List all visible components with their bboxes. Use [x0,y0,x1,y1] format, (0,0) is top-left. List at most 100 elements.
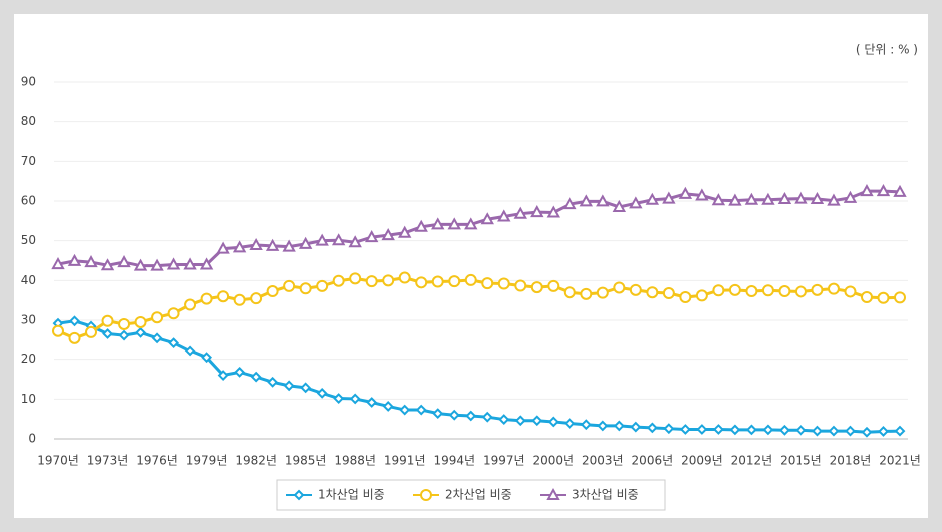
marker [67,253,82,266]
marker [563,197,577,210]
marker [414,219,428,232]
marker [431,217,445,230]
marker [464,217,478,230]
marker [878,426,889,437]
marker [480,212,494,225]
marker [812,425,823,437]
marker [183,257,197,270]
marker [168,337,179,349]
x-tick-label: 2015년 [780,454,822,468]
marker [630,421,642,433]
x-tick-label: 2003년 [582,454,624,468]
marker [843,190,858,203]
marker [151,311,164,324]
marker [300,382,312,394]
marker [712,284,725,297]
marker [250,371,262,383]
marker [184,298,197,311]
marker [249,237,263,251]
marker [498,414,510,425]
marker [266,285,279,298]
marker [876,184,891,197]
marker [101,314,114,327]
x-tick-label: 2021년 [879,454,921,468]
marker [481,411,493,423]
marker [696,424,708,435]
marker [398,225,412,238]
marker [102,328,113,339]
chart: ( 단위 : % ) 0 10 20 30 40 50 60 70 80 90 1970년 1973년… [21,43,921,511]
marker [382,274,395,287]
marker [381,228,395,241]
marker [695,188,709,201]
marker [200,292,213,305]
marker [646,422,658,434]
marker [662,191,676,204]
marker [778,285,791,298]
marker [827,193,841,206]
marker [364,230,379,243]
marker [283,279,296,292]
marker [845,425,856,437]
legend-label: 1차산업 비중 [318,488,385,502]
marker [167,307,180,320]
marker [465,410,477,422]
x-tick-label: 1979년 [186,454,228,468]
marker [135,326,146,338]
y-tick-label: 10 [21,392,36,406]
marker [283,380,295,392]
marker [547,416,559,428]
legend-marker [546,487,560,500]
marker [546,205,560,218]
marker [530,281,543,294]
y-tick-label: 40 [21,273,36,287]
series-line [57,276,901,340]
marker [399,404,411,416]
y-tick-label: 60 [21,194,36,208]
marker [481,277,494,290]
x-tick-label: 2006년 [632,454,674,468]
marker [84,255,98,268]
marker [728,283,741,296]
marker [217,370,229,381]
series-line [57,319,901,434]
x-tick-label: 1997년 [483,454,525,468]
marker [298,236,313,249]
marker [530,205,544,218]
marker [447,217,461,230]
marker [777,191,792,205]
marker [448,409,460,421]
marker [448,275,461,288]
marker [497,209,511,222]
marker [894,291,906,304]
marker [629,283,642,296]
y-tick-label: 90 [21,75,36,89]
x-tick-label: 2012년 [731,454,773,468]
marker [844,285,857,298]
marker [779,424,790,436]
marker [580,287,593,300]
marker [134,315,147,328]
marker [596,194,610,207]
marker [811,283,824,296]
marker [299,282,312,295]
marker [51,257,65,270]
marker [184,345,196,357]
marker [597,420,609,432]
marker [233,293,246,306]
marker [613,281,626,294]
marker [365,275,378,288]
marker [100,258,115,271]
marker [166,257,181,270]
marker [531,415,543,427]
marker [761,284,774,297]
marker [316,279,329,292]
marker [679,290,692,303]
marker [646,286,659,299]
marker [580,419,592,431]
marker [250,292,263,305]
marker [349,272,362,285]
marker [232,240,247,253]
marker [348,235,362,248]
series-line [57,189,901,268]
